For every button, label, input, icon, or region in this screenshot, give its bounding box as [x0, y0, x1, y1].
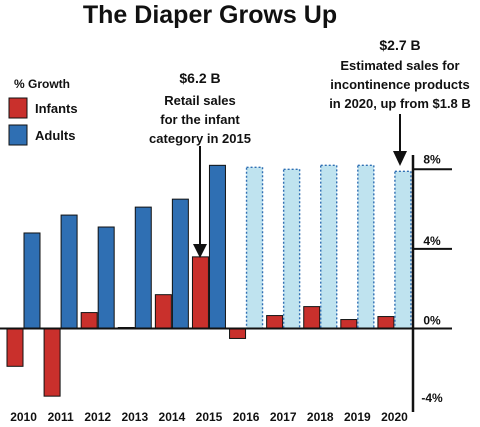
annotation-2015-line: Retail sales	[164, 93, 236, 108]
legend-swatch-adults	[8, 124, 28, 146]
y-axis-label: % Growth	[14, 77, 70, 91]
bar-adults-2018	[320, 164, 338, 330]
legend-label-adults: Adults	[35, 128, 75, 143]
x-tick-label-2012: 2012	[84, 410, 111, 424]
x-tick-label-2018: 2018	[307, 410, 334, 424]
x-tick-label-2013: 2013	[121, 410, 148, 424]
chart-title: The Diaper Grows Up	[83, 1, 337, 29]
x-tick-label-2011: 2011	[48, 410, 74, 424]
x-tick-label-2014: 2014	[159, 410, 186, 424]
bar-infants-2014	[154, 294, 172, 330]
x-tick-label-2020: 2020	[381, 410, 408, 424]
bar-infants-2010	[6, 328, 24, 367]
bar-infants-2015	[191, 256, 209, 329]
annotation-2015-line: for the infant	[160, 112, 240, 127]
x-tick-label-2016: 2016	[233, 410, 260, 424]
legend-swatch-infants	[8, 97, 28, 119]
y-tick-label: 4%	[423, 234, 441, 248]
bar-infants-2017	[266, 315, 284, 330]
bar-adults-2013	[134, 206, 152, 329]
bar-adults-2012	[97, 226, 115, 329]
y-tick-label: 0%	[423, 314, 441, 328]
annotation-2020-value: $2.7 B	[379, 37, 420, 53]
x-tick-label-2017: 2017	[270, 410, 297, 424]
legend-label-infants: Infants	[35, 101, 78, 116]
bar-infants-2016	[229, 328, 247, 339]
bar-adults-2011	[60, 214, 78, 330]
annotation-2020-line: Estimated sales for	[340, 58, 459, 73]
bar-infants-2011	[43, 328, 61, 397]
bar-infants-2018	[303, 306, 321, 329]
annotation-2015-value: $6.2 B	[179, 70, 220, 86]
bar-adults-2010	[23, 232, 41, 329]
bar-adults-2019	[357, 164, 375, 330]
bar-adults-2015	[208, 164, 226, 329]
annotation-2020-arrow-head	[393, 151, 407, 166]
annotation-2020-line: in 2020, up from $1.8 B	[329, 96, 471, 111]
annotation-2015-arrow-head	[193, 244, 207, 258]
x-tick-label-2010: 2010	[10, 410, 37, 424]
bar-adults-2017	[282, 168, 301, 330]
y-tick-label: -4%	[421, 391, 443, 405]
bar-adults-2020	[394, 170, 412, 330]
y-tick-label: 8%	[423, 152, 441, 166]
x-tick-label-2015: 2015	[196, 410, 223, 424]
annotation-2020-line: incontinence products	[330, 77, 469, 92]
annotation-2015-line: category in 2015	[149, 131, 251, 146]
x-tick-label-2019: 2019	[344, 410, 371, 424]
bar-adults-2016	[245, 166, 264, 330]
bar-infants-2012	[80, 312, 98, 329]
bar-adults-2014	[171, 198, 189, 329]
bar-infants-2019	[340, 319, 358, 330]
bar-infants-2020	[377, 316, 395, 329]
